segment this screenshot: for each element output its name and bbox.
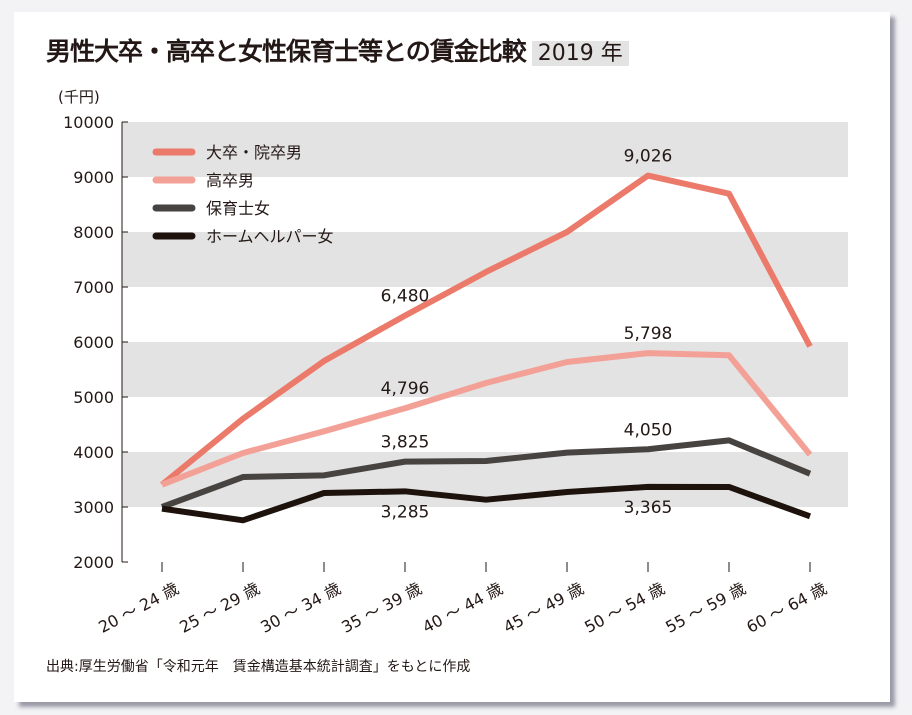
- data-label: 3,825: [381, 433, 430, 453]
- data-label: 4,796: [381, 379, 430, 399]
- x-tick-label: 30 ～ 34 歳: [257, 579, 344, 637]
- y-tick-label: 7000: [73, 278, 114, 297]
- x-tick-label: 25 ～ 29 歳: [176, 579, 263, 637]
- y-axis-unit: (千円): [58, 88, 100, 106]
- y-tick-label: 2000: [73, 553, 114, 572]
- legend-label: 大卒・院卒男: [206, 143, 302, 162]
- grid-band: [122, 122, 848, 177]
- y-tick-label: 4000: [73, 443, 114, 462]
- series-line-1: [160, 172, 813, 487]
- y-tick-label: 8000: [73, 223, 114, 242]
- y-tick-label: 6000: [73, 333, 114, 352]
- data-label: 6,480: [381, 287, 430, 307]
- title-text: 男性大卒・高卒と女性保育士等との賃金比較: [46, 37, 527, 66]
- y-tick-label: 5000: [73, 388, 114, 407]
- y-tick-label: 10000: [63, 113, 114, 132]
- data-label: 3,365: [624, 498, 673, 518]
- legend-label: 高卒男: [206, 171, 254, 190]
- y-tick-label: 9000: [73, 168, 114, 187]
- data-label: 4,050: [624, 420, 673, 440]
- grid-band: [122, 342, 848, 397]
- x-tick-label: 60 ～ 64 歳: [743, 579, 830, 637]
- legend-label: ホームヘルパー女: [206, 227, 334, 246]
- x-tick-label: 55 ～ 59 歳: [662, 579, 749, 637]
- data-label: 9,026: [624, 147, 673, 167]
- x-tick-label: 40 ～ 44 歳: [419, 579, 506, 637]
- x-tick-label: 45 ～ 49 歳: [500, 579, 587, 637]
- source-note: 出典:厚生労働省「令和元年 賃金構造基本統計調査」をもとに作成: [46, 659, 471, 675]
- grid-band: [122, 232, 848, 287]
- year-badge: 2019 年: [531, 41, 629, 66]
- x-tick-label: 20 ～ 24 歳: [95, 579, 182, 637]
- x-tick-label: 35 ～ 39 歳: [338, 579, 425, 637]
- y-tick-label: 3000: [73, 498, 114, 517]
- data-label: 3,285: [381, 502, 430, 522]
- legend-label: 保育士女: [206, 199, 270, 218]
- data-label: 5,798: [624, 324, 673, 344]
- x-tick-label: 50 ～ 54 歳: [581, 579, 668, 637]
- chart-title: 男性大卒・高卒と女性保育士等との賃金比較 2019 年: [46, 32, 629, 68]
